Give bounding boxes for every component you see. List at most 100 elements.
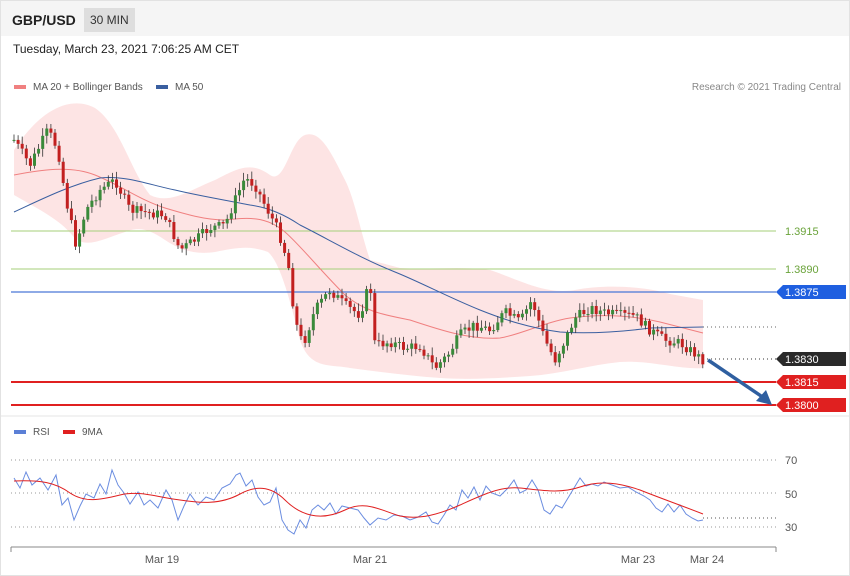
candle-body	[279, 222, 282, 243]
bollinger-band	[14, 103, 703, 379]
candle-body	[479, 327, 483, 331]
candle-body	[352, 306, 356, 312]
candle-body	[414, 343, 418, 350]
candle-body	[582, 309, 586, 315]
candle-body	[151, 212, 155, 218]
candle-body	[180, 245, 184, 249]
candle-body	[192, 239, 196, 242]
candle-body	[660, 331, 664, 334]
candle-body	[221, 222, 225, 224]
candle-body	[373, 293, 377, 341]
candle-body	[201, 229, 205, 234]
candle-body	[451, 348, 455, 355]
candle-body	[467, 327, 471, 331]
candle-body	[533, 302, 537, 311]
candle-body	[258, 191, 262, 195]
bearish-arrow	[707, 358, 772, 405]
candle-body	[500, 313, 504, 323]
candle-body	[74, 220, 77, 247]
level-label-6: 1.3800	[785, 400, 819, 412]
candle-body	[496, 322, 500, 331]
candle-body	[65, 182, 69, 209]
candle-body	[586, 313, 590, 315]
candle-body	[684, 347, 688, 353]
candle-body	[102, 186, 106, 190]
candle-body	[82, 219, 86, 234]
candle-body	[537, 310, 541, 321]
candle-body	[676, 338, 680, 344]
candle-body	[385, 343, 389, 347]
rsi-legend-swatch	[14, 430, 26, 434]
candle-body	[643, 320, 647, 326]
candle-body	[455, 335, 459, 349]
x-tick-label: Mar 19	[145, 554, 179, 566]
level-label-5: 1.3815	[785, 377, 819, 389]
candle-body	[266, 203, 270, 214]
candle-body	[49, 128, 53, 133]
candle-body	[274, 218, 278, 223]
candle-body	[590, 305, 594, 314]
candle-body	[287, 252, 291, 269]
candle-body	[143, 211, 147, 213]
x-axis: Mar 19 Mar 21 Mar 23 Mar 24	[10, 546, 777, 566]
candle-body	[459, 329, 463, 336]
ma50-legend-label: MA 50	[175, 82, 204, 93]
candle-body	[139, 206, 143, 212]
candle-body	[402, 341, 405, 350]
candle-body	[184, 243, 188, 249]
level-label-1: 1.3915	[785, 226, 819, 238]
candle-body	[188, 239, 192, 244]
x-tick-label: Mar 24	[690, 554, 724, 566]
candle-body	[229, 213, 233, 219]
candle-body	[94, 200, 98, 202]
rsi-ma-legend-label: 9MA	[82, 427, 103, 438]
candlestick-series	[12, 123, 705, 373]
ma20-legend-label: MA 20 + Bollinger Bands	[33, 82, 143, 93]
candle-body	[393, 342, 397, 348]
candle-body	[475, 322, 479, 331]
level-tag-3	[776, 285, 846, 299]
candle-body	[24, 148, 28, 159]
candle-body	[426, 355, 430, 357]
candle-body	[299, 324, 303, 337]
candle-body	[307, 330, 311, 343]
candle-body	[315, 302, 319, 315]
candle-body	[172, 222, 176, 240]
candle-body	[340, 295, 344, 299]
candle-body	[611, 309, 615, 315]
candle-body	[320, 298, 323, 303]
x-tick-label: Mar 23	[621, 554, 655, 566]
candle-body	[328, 292, 332, 295]
candle-body	[443, 356, 446, 363]
candle-body	[295, 306, 299, 325]
candle-body	[53, 132, 57, 146]
timeframe-button[interactable]: 30 MIN	[84, 8, 135, 32]
candle-body	[545, 331, 549, 344]
candle-body	[492, 330, 496, 332]
candle-body	[41, 135, 45, 149]
candle-body	[541, 320, 545, 332]
x-tick-label: Mar 21	[353, 554, 387, 566]
candle-body	[639, 314, 643, 326]
level-label-2: 1.3890	[785, 264, 819, 276]
candle-body	[270, 213, 274, 219]
level-label-3: 1.3875	[785, 287, 819, 299]
candle-body	[623, 310, 627, 313]
candle-body	[147, 211, 151, 213]
rsi-ma-legend-swatch	[63, 430, 75, 434]
candle-body	[238, 190, 241, 196]
rsi-grid: 70 50 30	[11, 455, 797, 534]
rsi-line	[13, 468, 704, 535]
candle-body	[37, 148, 41, 154]
candle-body	[529, 302, 533, 310]
candle-body	[291, 268, 295, 307]
candle-body	[631, 313, 635, 315]
candle-body	[578, 309, 582, 318]
candle-body	[381, 340, 385, 347]
candle-body	[648, 320, 651, 335]
level-tag-4	[776, 352, 846, 366]
candle-body	[512, 314, 516, 316]
levels: 1.3915 1.3890 1.3875 1.3830 1.3815 1.380…	[11, 226, 846, 412]
candle-body	[336, 295, 340, 298]
candle-body	[516, 314, 520, 318]
